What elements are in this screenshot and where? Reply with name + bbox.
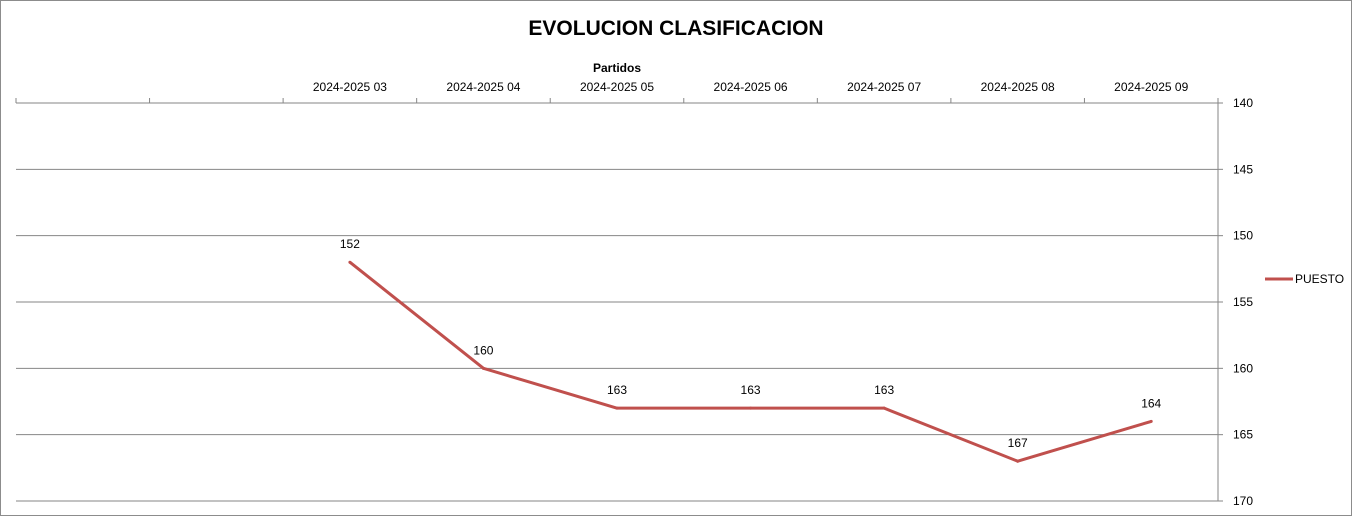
y-tick-label-140: 140 [1233, 96, 1253, 110]
x-axis-title: Partidos [593, 61, 641, 75]
gridlines [16, 102, 1218, 502]
chart-title: EVOLUCION CLASIFICACION [528, 17, 823, 40]
y-tick-labels: 140 145 150 155 160 165 170 [1233, 96, 1253, 508]
axes [15, 98, 1223, 502]
x-tick-label-4: 2024-2025 05 [580, 80, 654, 94]
data-point-4 [615, 406, 619, 410]
x-tick-label-8: 2024-2025 09 [1114, 80, 1188, 94]
data-label-2: 152 [340, 237, 360, 251]
data-label-3: 160 [473, 343, 493, 357]
series-line-puesto [348, 261, 1152, 463]
y-tick-label-170: 170 [1233, 494, 1253, 508]
data-point-7 [1016, 459, 1020, 463]
data-point-5 [749, 406, 753, 410]
legend-label-puesto: PUESTO [1295, 272, 1344, 286]
x-tick-label-6: 2024-2025 07 [847, 80, 921, 94]
data-point-2 [348, 260, 352, 264]
data-labels: 152 160 163 163 163 167 164 [340, 237, 1162, 450]
data-point-3 [481, 366, 485, 370]
x-tick-label-3: 2024-2025 04 [446, 80, 520, 94]
data-label-4: 163 [607, 383, 627, 397]
data-label-5: 163 [741, 383, 761, 397]
legend: PUESTO [1265, 272, 1344, 286]
data-label-8: 164 [1141, 396, 1161, 410]
x-tick-label-5: 2024-2025 06 [714, 80, 788, 94]
y-tick-label-150: 150 [1233, 229, 1253, 243]
data-point-8 [1149, 419, 1153, 423]
x-tick-label-7: 2024-2025 08 [981, 80, 1055, 94]
y-tick-label-145: 145 [1233, 162, 1253, 176]
data-point-6 [882, 406, 886, 410]
series-lines [348, 260, 1153, 463]
y-tick-label-155: 155 [1233, 295, 1253, 309]
data-label-7: 167 [1008, 436, 1028, 450]
y-tick-label-160: 160 [1233, 361, 1253, 375]
y-tick-label-165: 165 [1233, 428, 1253, 442]
data-label-6: 163 [874, 383, 894, 397]
x-tick-labels: 2024-2025 03 2024-2025 04 2024-2025 05 2024… [313, 80, 1189, 94]
x-tick-label-2: 2024-2025 03 [313, 80, 387, 94]
